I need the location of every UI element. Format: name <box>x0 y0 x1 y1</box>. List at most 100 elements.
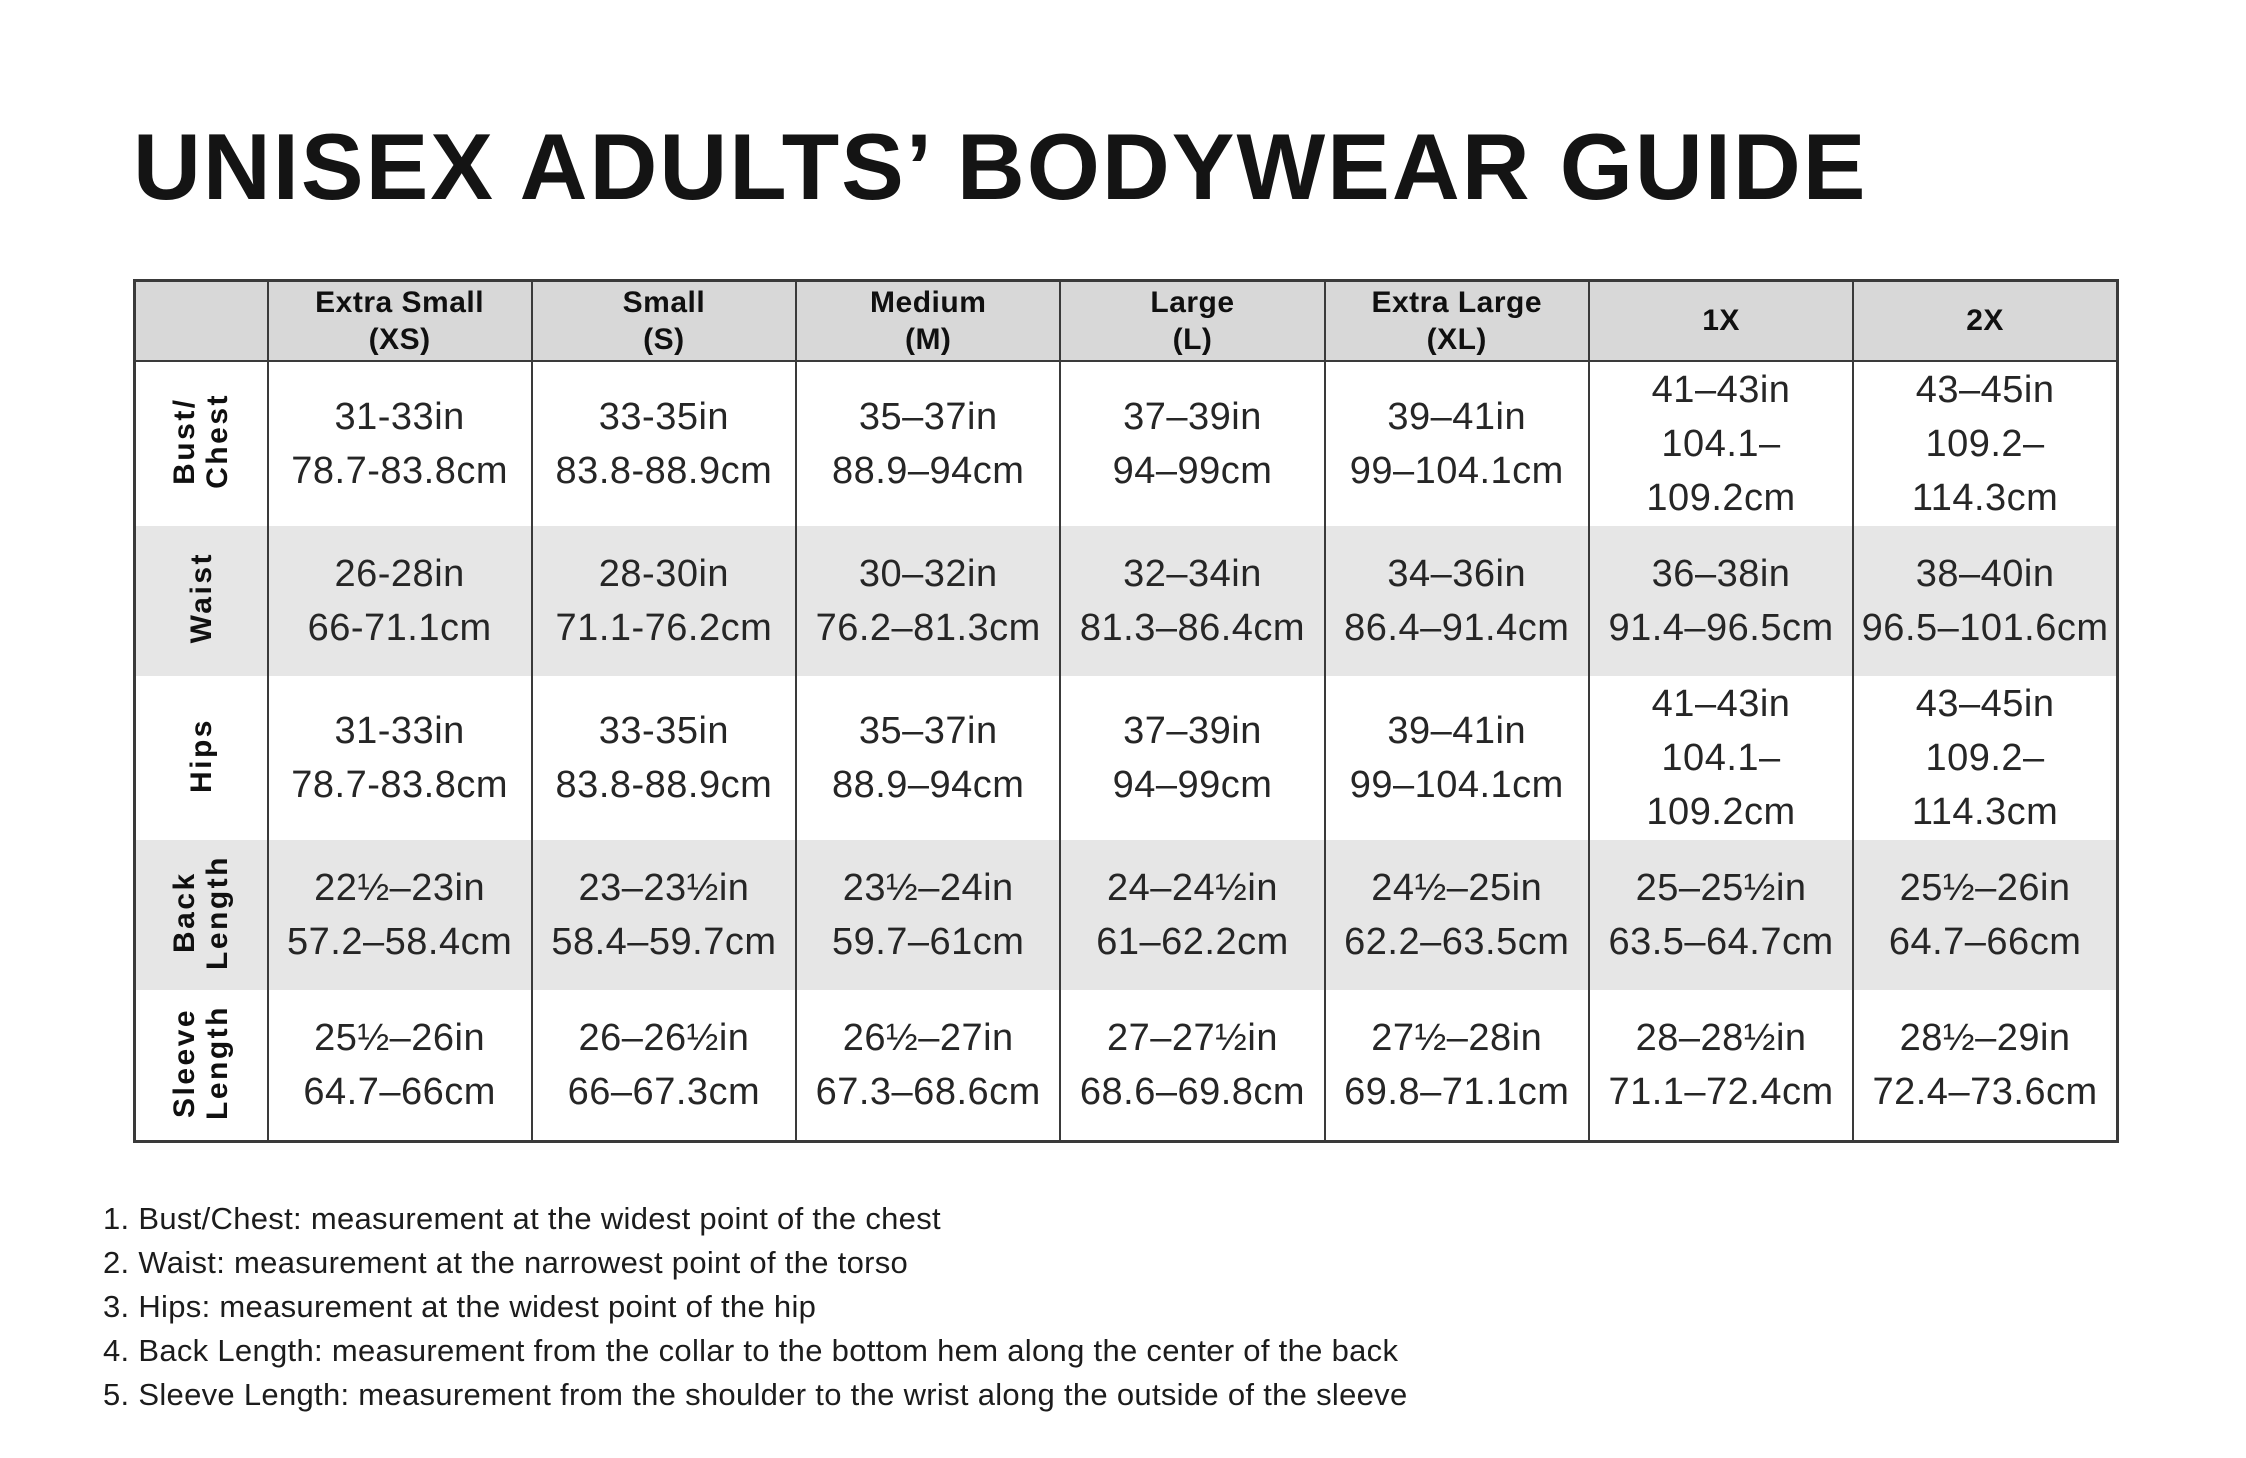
size-cell-inches: 31-33in <box>334 709 465 752</box>
size-cell-back-length-m: 23½–24in 59.7–61cm <box>795 839 1062 990</box>
size-cell-inches: 43–45in <box>1915 368 2055 411</box>
row-label-bust-chest: Bust/Chest <box>134 360 269 526</box>
measurement-note: 2. Waist: measurement at the narrowest p… <box>103 1244 909 1280</box>
size-cell-inches: 27–27½in <box>1107 1016 1278 1059</box>
size-cell-inches: 35–37in <box>858 709 998 752</box>
size-cell-inches: 34–36in <box>1387 552 1527 595</box>
column-header-line: (L) <box>1172 322 1213 356</box>
size-cell-back-length-l: 24–24½in 61–62.2cm <box>1059 839 1326 990</box>
size-cell-waist-l: 32–34in 81.3–86.4cm <box>1059 525 1326 676</box>
size-row-back-length: Back Length 22½–23in 57.2–58.4cm 23–23½in 58.… <box>134 839 2119 990</box>
column-header-line: 1X <box>1702 304 1740 338</box>
size-cell-cm: 71.1-76.2cm <box>555 606 773 649</box>
size-cell-cm: 66-71.1cm <box>307 606 492 649</box>
size-cell-inches: 25½–26in <box>314 1016 486 1059</box>
column-header-s: Small (S) <box>530 279 798 362</box>
size-cell-inches: 37–39in <box>1123 709 1262 752</box>
size-cell-inches: 36–38in <box>1651 552 1791 595</box>
size-cell-inches: 39–41in <box>1387 395 1527 438</box>
column-header-line: (XL) <box>1426 322 1487 356</box>
size-cell-inches: 28½–29in <box>1899 1016 2071 1059</box>
size-cell-cm: 68.6–69.8cm <box>1079 1070 1306 1113</box>
size-cell-inches: 22½–23in <box>314 866 486 909</box>
size-cell-cm: 88.9–94cm <box>831 763 1025 806</box>
size-cell-sleeve-length-2x: 28½–29in 72.4–73.6cm <box>1852 989 2119 1142</box>
size-cell-cm: 69.8–71.1cm <box>1344 1070 1570 1113</box>
size-cell-hips-s: 33-35in 83.8-88.9cm <box>530 675 798 840</box>
row-label-back-length: Back Length <box>134 839 269 990</box>
size-cell-cm: 109.2–114.3cm <box>1911 422 2059 519</box>
row-label-sleeve-length: Sleeve Length <box>134 989 269 1142</box>
size-cell-cm: 71.1–72.4cm <box>1608 1070 1834 1113</box>
size-cell-cm: 57.2–58.4cm <box>287 920 513 963</box>
size-cell-inches: 26–26½in <box>578 1016 750 1059</box>
size-cell-inches: 31-33in <box>334 395 465 438</box>
size-cell-inches: 23½–24in <box>842 866 1014 909</box>
size-cell-back-length-xl: 24½–25in 62.2–63.5cm <box>1323 839 1590 990</box>
size-cell-inches: 41–43in <box>1651 368 1791 411</box>
size-cell-bust-chest-l: 37–39in 94–99cm <box>1059 360 1326 526</box>
row-label-text: Bust/Chest <box>168 393 234 489</box>
measurement-note: 1. Bust/Chest: measurement at the widest… <box>103 1200 941 1236</box>
size-chart-table: Extra Small (XS) Small (S) Medium (M) Large (L)… <box>133 278 2119 1143</box>
column-header-line: Extra Large <box>1371 285 1543 319</box>
size-table-body: Bust/Chest 31-33in 78.7-83.8cm 33-35in 83.8-… <box>134 360 2119 1142</box>
row-label-text: Hips <box>185 718 218 793</box>
size-cell-inches: 41–43in <box>1651 682 1791 725</box>
size-cell-sleeve-length-m: 26½–27in 67.3–68.6cm <box>795 989 1062 1142</box>
measurement-notes: 1. Bust/Chest: measurement at the widest… <box>103 1197 2186 1417</box>
size-cell-hips-xs: 31-33in 78.7-83.8cm <box>266 675 533 840</box>
size-cell-sleeve-length-xl: 27½–28in 69.8–71.1cm <box>1323 989 1590 1142</box>
row-label-text: Back Length <box>168 855 234 970</box>
size-table-head: Extra Small (XS) Small (S) Medium (M) Large (L)… <box>133 279 2119 362</box>
size-cell-cm: 64.7–66cm <box>1888 920 2082 963</box>
size-row-waist: Waist 26-28in 66-71.1cm 28-30in 71.1-76.2cm 3… <box>134 525 2119 676</box>
row-label-line: Chest <box>201 393 235 490</box>
size-cell-bust-chest-s: 33-35in 83.8-88.9cm <box>530 360 798 526</box>
measurement-note: 4. Back Length: measurement from the col… <box>103 1332 1399 1368</box>
row-label-line: Waist <box>184 552 218 644</box>
size-cell-sleeve-length-xs: 25½–26in 64.7–66cm <box>266 989 533 1142</box>
size-row-bust-chest: Bust/Chest 31-33in 78.7-83.8cm 33-35in 83.8-… <box>134 360 2119 526</box>
size-cell-bust-chest-xs: 31-33in 78.7-83.8cm <box>266 360 533 526</box>
size-cell-hips-l: 37–39in 94–99cm <box>1059 675 1326 840</box>
column-header-line: Small <box>622 285 706 319</box>
size-cell-cm: 109.2–114.3cm <box>1911 736 2059 833</box>
column-header-1x: 1X <box>1587 279 1855 362</box>
measurement-note: 5. Sleeve Length: measurement from the s… <box>103 1376 1408 1412</box>
row-label-line: Bust/ <box>168 397 202 485</box>
size-cell-cm: 96.5–101.6cm <box>1861 606 2109 649</box>
size-cell-inches: 35–37in <box>858 395 998 438</box>
size-row-sleeve-length: Sleeve Length 25½–26in 64.7–66cm 26–26½in 66–… <box>134 989 2119 1142</box>
size-cell-inches: 27½–28in <box>1371 1016 1543 1059</box>
row-label-text: Waist <box>185 552 218 643</box>
column-header-xl: Extra Large (XL) <box>1323 279 1590 362</box>
size-cell-cm: 61–62.2cm <box>1096 920 1289 963</box>
page-title: UNISEX ADULTS’ BODYWEAR GUIDE <box>133 114 1868 219</box>
column-header-m: Medium (M) <box>795 279 1062 362</box>
size-cell-cm: 64.7–66cm <box>303 1070 496 1113</box>
column-header-line: Extra Small <box>315 285 485 319</box>
corner-cell <box>133 279 269 362</box>
size-cell-cm: 86.4–91.4cm <box>1344 606 1570 649</box>
row-label-line: Back <box>168 871 202 954</box>
size-cell-back-length-1x: 25–25½in 63.5–64.7cm <box>1587 839 1855 990</box>
size-cell-bust-chest-m: 35–37in 88.9–94cm <box>795 360 1062 526</box>
size-cell-bust-chest-2x: 43–45in 109.2–114.3cm <box>1852 360 2119 526</box>
size-cell-inches: 32–34in <box>1123 552 1262 595</box>
size-cell-cm: 66–67.3cm <box>567 1070 761 1113</box>
size-cell-inches: 37–39in <box>1123 395 1262 438</box>
measurement-note: 3. Hips: measurement at the widest point… <box>103 1288 817 1324</box>
size-cell-inches: 25–25½in <box>1635 866 1807 909</box>
size-cell-back-length-2x: 25½–26in 64.7–66cm <box>1852 839 2119 990</box>
size-cell-waist-s: 28-30in 71.1-76.2cm <box>530 525 798 676</box>
row-label-text: Sleeve Length <box>168 1005 234 1120</box>
size-cell-cm: 83.8-88.9cm <box>555 449 773 492</box>
size-cell-cm: 78.7-83.8cm <box>291 449 508 492</box>
size-cell-hips-2x: 43–45in 109.2–114.3cm <box>1852 675 2119 840</box>
size-cell-bust-chest-1x: 41–43in 104.1–109.2cm <box>1587 360 1855 526</box>
size-cell-cm: 72.4–73.6cm <box>1872 1070 2098 1113</box>
size-cell-sleeve-length-s: 26–26½in 66–67.3cm <box>530 989 798 1142</box>
size-cell-cm: 58.4–59.7cm <box>551 920 777 963</box>
